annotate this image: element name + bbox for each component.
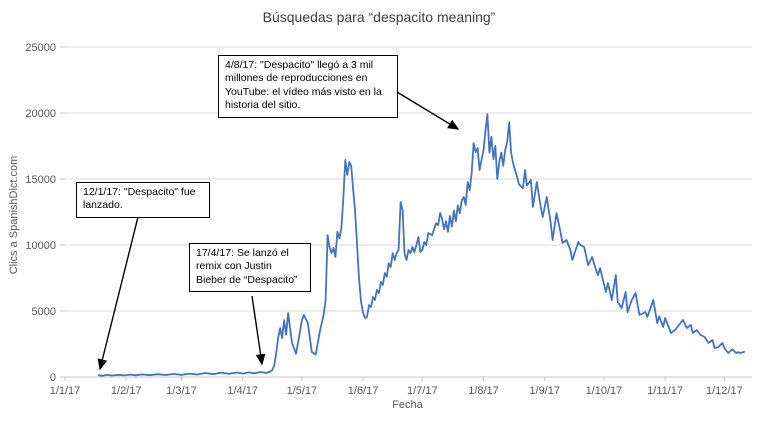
chart-title: Búsquedas para “despacito meaning” xyxy=(262,9,496,25)
y-tick-label: 0 xyxy=(50,372,56,384)
x-axis-title: Fecha xyxy=(392,399,423,411)
x-tick-label: 1/12/17 xyxy=(706,385,743,397)
y-tick-label: 5000 xyxy=(32,306,56,318)
x-tick-label: 1/11/17 xyxy=(647,385,683,397)
y-tick-label: 20000 xyxy=(25,108,56,120)
x-tick-label: 1/5/17 xyxy=(287,385,318,397)
x-tick-label: 1/1/17 xyxy=(50,385,81,397)
annotation-youtube-milestone: 4/8/17: "Despacito" llegó a 3 mil millon… xyxy=(218,55,398,118)
annotation-arrow-youtube xyxy=(396,91,460,130)
annotation-remix: 17/4/17: Se lanzó el remix con Justin Bi… xyxy=(189,243,311,293)
series-line xyxy=(97,113,745,377)
x-tick-label: 1/7/17 xyxy=(407,385,438,397)
x-tick-label: 1/4/17 xyxy=(227,385,258,397)
annotation-release: 12/1/17: "Despacito" fue lanzado. xyxy=(76,182,210,218)
x-tick-label: 1/6/17 xyxy=(348,385,379,397)
y-tick-label: 15000 xyxy=(25,174,56,186)
annotation-arrow-remix xyxy=(251,295,266,366)
x-tick-label: 1/8/17 xyxy=(468,385,499,397)
x-tick-label: 1/3/17 xyxy=(166,385,197,397)
x-tick-label: 1/10/17 xyxy=(586,385,623,397)
y-tick-label: 25000 xyxy=(25,42,56,54)
x-tick-label: 1/9/17 xyxy=(529,385,560,397)
y-tick-label: 10000 xyxy=(25,240,56,252)
x-tick-label: 1/2/17 xyxy=(111,385,142,397)
annotation-arrow-release xyxy=(97,216,139,371)
